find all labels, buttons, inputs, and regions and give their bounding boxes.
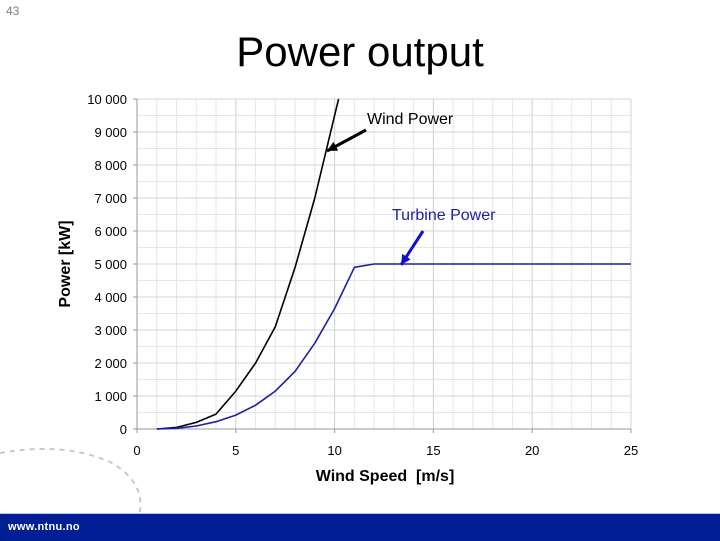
- svg-text:8 000: 8 000: [94, 158, 127, 173]
- svg-text:20: 20: [525, 443, 539, 458]
- series: [156, 98, 631, 430]
- axes: 0 1 000 2 000 3 000 4 000 5 000 6 000 7 000 8 00…: [87, 92, 638, 458]
- svg-text:1 000: 1 000: [94, 389, 127, 404]
- x-axis-label: Wind Speed [m/s]: [315, 468, 455, 485]
- svg-text:3 000: 3 000: [94, 323, 127, 338]
- svg-text:15: 15: [426, 443, 440, 458]
- footer-bar: www.ntnu.no: [0, 513, 720, 541]
- annotation-arrows: [326, 128, 425, 266]
- svg-text:0: 0: [133, 443, 140, 458]
- svg-text:5 000: 5 000: [94, 257, 127, 272]
- footer-url[interactable]: www.ntnu.no: [8, 521, 80, 533]
- svg-text:10: 10: [327, 443, 341, 458]
- svg-text:25: 25: [624, 443, 638, 458]
- slide-number: 43: [6, 4, 20, 18]
- svg-text:0: 0: [120, 422, 127, 437]
- svg-text:9 000: 9 000: [94, 125, 127, 140]
- turbine-power-label: Turbine Power: [392, 207, 496, 224]
- grid: [136, 98, 632, 430]
- decorative-arc: [0, 447, 142, 540]
- svg-text:6 000: 6 000: [94, 224, 127, 239]
- wind-power-label: Wind Power: [367, 111, 454, 128]
- svg-text:2 000: 2 000: [94, 356, 127, 371]
- svg-text:7 000: 7 000: [94, 191, 127, 206]
- svg-text:5: 5: [232, 443, 239, 458]
- y-axis-label: Power [kW]: [57, 220, 74, 308]
- svg-text:10 000: 10 000: [87, 92, 127, 107]
- svg-text:4 000: 4 000: [94, 290, 127, 305]
- page-title: Power output: [236, 28, 484, 75]
